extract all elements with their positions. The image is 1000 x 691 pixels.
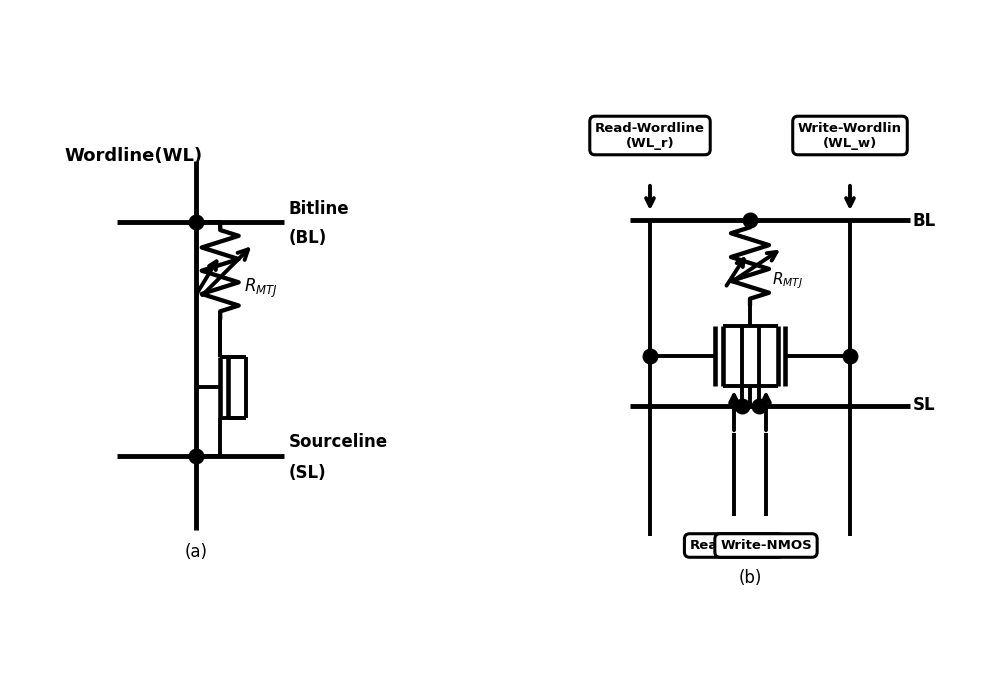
Point	[734, 400, 750, 411]
Text: $R_{MTJ}$: $R_{MTJ}$	[244, 276, 278, 300]
Text: SL: SL	[912, 397, 935, 415]
Point	[642, 350, 658, 361]
Point	[188, 450, 204, 461]
Text: (b): (b)	[738, 569, 762, 587]
Text: (SL): (SL)	[288, 464, 326, 482]
Text: Read-Wordline
(WL_r): Read-Wordline (WL_r)	[595, 122, 705, 149]
Text: Read-NMOS: Read-NMOS	[690, 539, 778, 552]
Text: $R_{MTJ}$: $R_{MTJ}$	[772, 270, 804, 291]
Point	[750, 400, 767, 411]
Point	[742, 215, 758, 226]
Text: (BL): (BL)	[288, 229, 327, 247]
Point	[188, 217, 204, 228]
Text: BL: BL	[912, 211, 936, 229]
Text: (a): (a)	[184, 543, 208, 561]
Point	[842, 350, 858, 361]
Text: Wordline(WL): Wordline(WL)	[64, 147, 202, 165]
Text: Sourceline: Sourceline	[288, 433, 388, 451]
Text: Write-NMOS: Write-NMOS	[720, 539, 812, 552]
Text: Bitline: Bitline	[288, 200, 349, 218]
Text: Write-Wordlin
(WL_w): Write-Wordlin (WL_w)	[798, 122, 902, 149]
